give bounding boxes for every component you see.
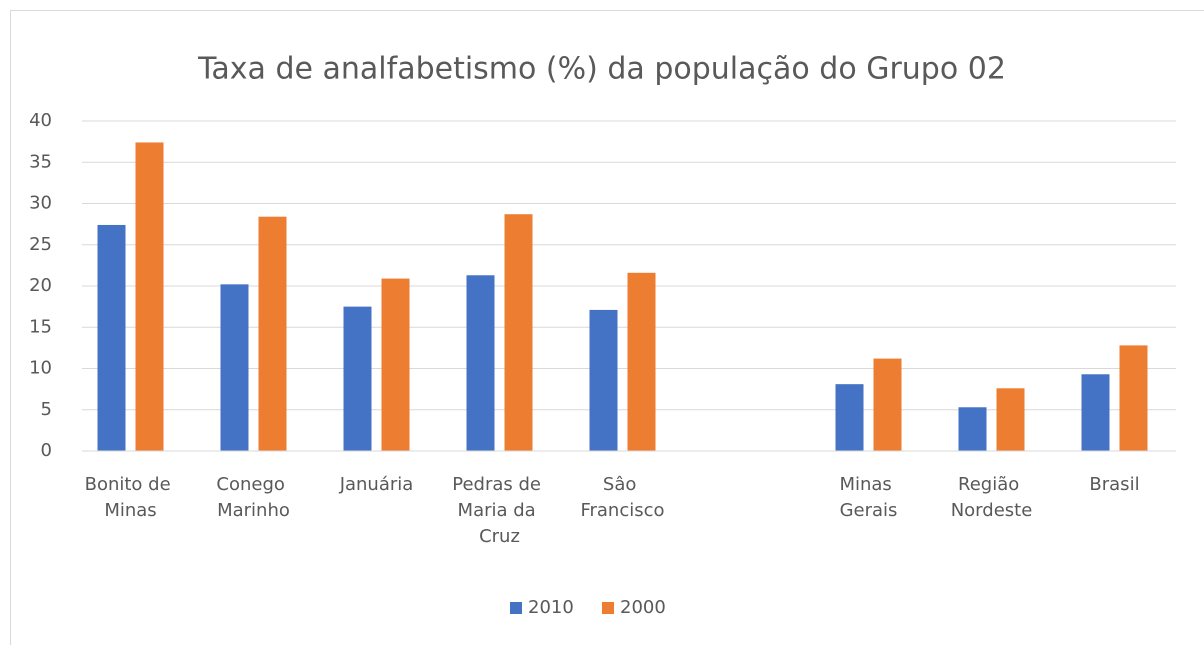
y-tick-label: 30: [29, 193, 52, 214]
bar: [1081, 374, 1110, 451]
y-tick-label: 35: [29, 151, 52, 172]
bar: [343, 306, 372, 451]
bar: [504, 214, 533, 451]
bar: [135, 142, 164, 451]
bar: [589, 309, 618, 451]
y-tick-label: 0: [41, 440, 52, 461]
bar: [97, 224, 126, 451]
x-tick-line: Januária: [339, 474, 414, 495]
x-tick-line: Nordeste: [951, 500, 1033, 521]
x-tick-line: Pedras de: [452, 474, 546, 495]
x-tick-label: Minas Gerais: [839, 474, 897, 521]
x-tick-line: Cruz: [479, 526, 520, 547]
x-tick-line: Marinho: [217, 500, 290, 521]
legend-label: 2010: [528, 597, 574, 618]
bar: [381, 278, 410, 451]
bar: [996, 388, 1025, 451]
x-tick-label: Pedras de Maria da Cruz: [452, 474, 546, 547]
bar: [258, 216, 287, 451]
y-tick-label: 25: [29, 234, 52, 255]
legend-swatch: [510, 602, 522, 614]
x-tick-line: Sâo: [603, 474, 642, 495]
x-tick-line: Bonito de: [85, 474, 177, 495]
bar: [627, 272, 656, 451]
y-tick-label: 5: [41, 399, 52, 420]
bar: [220, 284, 249, 451]
x-tick-label: Januária: [339, 474, 414, 495]
bar: [1119, 345, 1148, 451]
bar: [466, 275, 495, 451]
bar: [958, 407, 987, 451]
legend-swatch: [602, 602, 614, 614]
x-tick-line: Região: [958, 474, 1025, 495]
y-tick-label: 40: [29, 110, 52, 131]
x-tick-line: Conego: [216, 474, 290, 495]
x-tick-label: Brasil: [1089, 474, 1139, 495]
legend-label: 2000: [620, 597, 666, 618]
x-tick-line: Brasil: [1089, 474, 1139, 495]
x-tick-label: Sâo Francisco: [580, 474, 664, 521]
x-tick-line: Minas: [104, 500, 156, 521]
x-tick-line: Francisco: [580, 500, 664, 521]
bar: [835, 384, 864, 451]
x-tick-line: Maria da: [458, 500, 542, 521]
x-tick-label: Região Nordeste: [951, 474, 1033, 521]
y-tick-label: 15: [29, 316, 52, 337]
y-tick-label: 20: [29, 275, 52, 296]
x-tick-line: Gerais: [840, 500, 898, 521]
chart-title: Taxa de analfabetismo (%) da população d…: [197, 52, 1006, 87]
x-tick-label: Bonito de Minas: [85, 474, 177, 521]
x-tick-label: Conego Marinho: [216, 474, 290, 521]
x-tick-line: Minas: [839, 474, 897, 495]
bar: [873, 358, 902, 451]
y-tick-label: 10: [29, 358, 52, 379]
